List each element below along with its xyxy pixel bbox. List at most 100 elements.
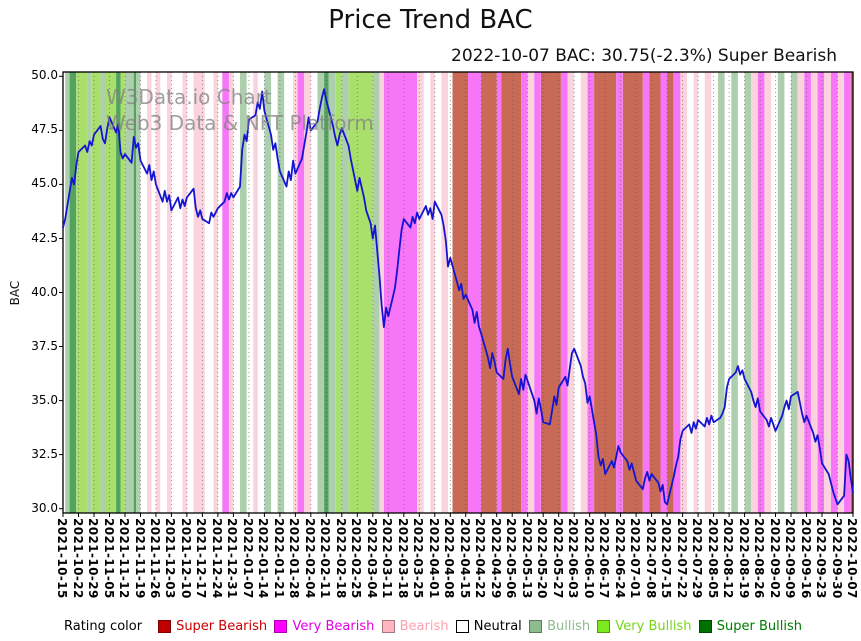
rating-band-very_bearish (383, 72, 418, 513)
rating-band-very_bearish (560, 72, 568, 513)
rating-band-bearish (567, 72, 575, 513)
rating-band-very_bearish (817, 72, 825, 513)
rating-band-bullish (744, 72, 752, 513)
rating-band-super_bearish (622, 72, 643, 513)
chart-subtitle: 2022-10-07 BAC: 30.75(-2.3%) Super Beari… (451, 46, 837, 66)
legend-item-super-bearish: Super Bearish (158, 619, 267, 634)
legend-label-neutral: Neutral (473, 619, 522, 634)
legend-label-very-bullish: Very Bullish (615, 619, 692, 634)
rating-band-very_bullish (91, 72, 101, 513)
rating-band-very_bearish (844, 72, 851, 513)
legend-items: Super Bearish Very Bearish Bearish Neutral B… (158, 619, 802, 634)
rating-band-bearish (253, 72, 258, 513)
rating-band-bullish (718, 72, 725, 513)
rating-band-bullish (100, 72, 105, 513)
rating-band-very_bearish (222, 72, 229, 513)
legend-swatch-super-bullish (698, 620, 712, 633)
rating-band-bearish (797, 72, 805, 513)
legend-title: Rating color (64, 619, 143, 634)
legend-swatch-super-bearish (158, 620, 172, 633)
rating-band-very_bearish (660, 72, 668, 513)
rating-band-bullish (240, 72, 247, 513)
rating-band-bearish (764, 72, 772, 513)
rating-band-bullish (65, 72, 70, 513)
rating-band-super_bearish (649, 72, 661, 513)
rating-band-very_bearish (521, 72, 528, 513)
legend-swatch-bearish (381, 620, 395, 633)
rating-band-bullish (264, 72, 271, 513)
legend-label-bullish: Bullish (547, 619, 591, 634)
legend-label-super-bearish: Super Bearish (176, 619, 268, 634)
rating-band-bearish (155, 72, 161, 513)
rating-band-very_bullish (76, 72, 88, 513)
rating-band-very_bearish (534, 72, 541, 513)
rating-band-bearish (193, 72, 205, 513)
rating-band-bullish (277, 72, 285, 513)
rating-band-bullish (328, 72, 336, 513)
legend-label-very-bearish: Very Bearish (292, 619, 375, 634)
rating-band-bearish (441, 72, 448, 513)
rating-band-super_bearish (541, 72, 561, 513)
rating-band-very_bullish (105, 72, 117, 513)
legend-swatch-bullish (529, 620, 543, 633)
rating-band-super_bearish (481, 72, 497, 513)
rating-band-very_bullish (335, 72, 342, 513)
rating-band-bullish (136, 72, 141, 513)
rating-band-bullish (372, 72, 380, 513)
rating-band-very_bearish (587, 72, 595, 513)
legend-item-bullish: Bullish (529, 619, 590, 634)
rating-band-super_bullish (116, 72, 121, 513)
rating-band-very_bearish (616, 72, 623, 513)
rating-band-very_bearish (468, 72, 482, 513)
legend-item-bearish: Bearish (381, 619, 449, 634)
rating-band-bullish (125, 72, 134, 513)
legend-label-super-bullish: Super Bullish (716, 619, 802, 634)
legend-item-very-bullish: Very Bullish (597, 619, 691, 634)
legend-swatch-neutral (455, 620, 469, 633)
rating-band-bearish (704, 72, 712, 513)
rating-band-bearish (527, 72, 535, 513)
rating-band-bearish (304, 72, 311, 513)
rating-band-bearish (837, 72, 845, 513)
legend-item-very-bearish: Very Bearish (274, 619, 374, 634)
rating-band-super_bearish (850, 72, 853, 513)
rating-band-bullish (87, 72, 92, 513)
rating-band-bearish (417, 72, 424, 513)
legend-swatch-very-bullish (597, 620, 611, 633)
rating-band-super_bearish (667, 72, 674, 513)
rating-band-very_bearish (297, 72, 305, 513)
rating-band-bullish (731, 72, 738, 513)
rating-band-bearish (693, 72, 699, 513)
rating-band-very_bullish (348, 72, 373, 513)
rating-band-bearish (680, 72, 687, 513)
rating-band-bearish (213, 72, 218, 513)
rating-band-bearish (824, 72, 831, 513)
plot-border (62, 71, 854, 514)
legend-item-super-bullish: Super Bullish (698, 619, 802, 634)
legend-swatch-very-bearish (274, 620, 288, 633)
rating-band-bearish (430, 72, 435, 513)
rating-band-bearish (811, 72, 818, 513)
rating-band-bearish (229, 72, 234, 513)
rating-band-very_bearish (496, 72, 502, 513)
legend-label-bearish: Bearish (399, 619, 449, 634)
rating-band-very_bearish (757, 72, 765, 513)
rating-band-very_bearish (804, 72, 811, 513)
rating-band-very_bearish (673, 72, 681, 513)
rating-band-bullish (791, 72, 798, 513)
rating-band-bullish (341, 72, 349, 513)
legend-item-neutral: Neutral (455, 619, 522, 634)
rating-band-bullish (777, 72, 785, 513)
chart-title: Price Trend BAC (328, 5, 533, 35)
rating-band-bullish (317, 72, 325, 513)
rating-band-super_bullish (69, 72, 77, 513)
rating-band-very_bearish (642, 72, 650, 513)
rating-legend: Rating color Super Bearish Very Bearish Be… (64, 619, 802, 634)
rating-band-bearish (167, 72, 172, 513)
rating-band-very_bearish (830, 72, 838, 513)
rating-band-bearish (182, 72, 187, 513)
rating-band-bearish (580, 72, 588, 513)
rating-band-super_bearish (452, 72, 468, 513)
